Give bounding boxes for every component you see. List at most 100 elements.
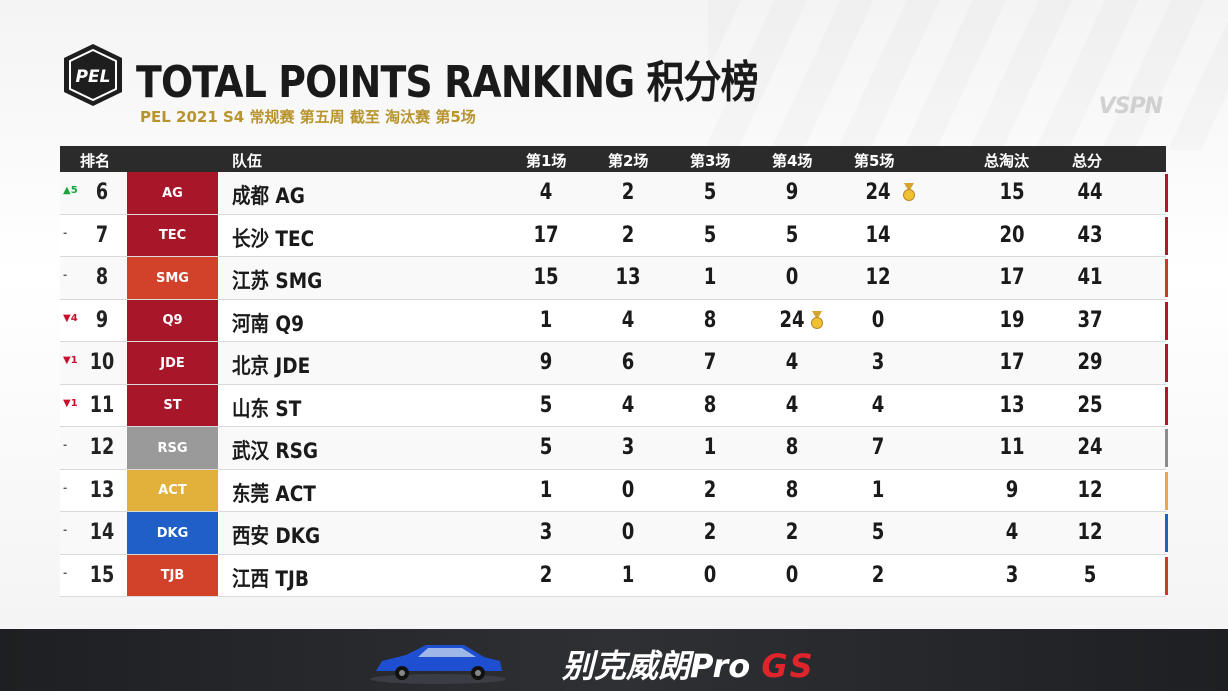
- rank-number: 11: [89, 392, 115, 418]
- score-m5: 12: [865, 265, 891, 290]
- col-m2: 第2场: [608, 152, 649, 170]
- table-row: - 12 RSG 武汉 RSG 5 3 1 8 7 11 24: [60, 427, 1168, 470]
- gold-medal-icon: [811, 310, 823, 329]
- score-m5: 3: [871, 350, 885, 375]
- score-m2: 4: [621, 307, 635, 333]
- rank-number: 12: [89, 435, 115, 460]
- score-m5: 5: [871, 520, 885, 545]
- team-logo-icon: AG: [127, 172, 218, 214]
- sponsor-gs: GS: [761, 647, 815, 685]
- score-m1: 15: [533, 265, 559, 290]
- table-header: 排名 队伍 第1场 第2场 第3场 第4场 第5场 总淘汰 总分: [60, 146, 1166, 172]
- score-m2: 0: [621, 477, 635, 503]
- score-m3: 1: [703, 265, 717, 290]
- team-logo-icon: ACT: [127, 469, 218, 512]
- score-total: 37: [1077, 307, 1103, 333]
- team-name: 武汉 RSG: [232, 439, 319, 463]
- sponsor-text: 别克威朗Pro GS: [562, 641, 815, 687]
- row-divider: [60, 468, 1166, 470]
- row-accent-bar: [1165, 259, 1168, 297]
- score-m3: 8: [703, 392, 717, 418]
- score-m2: 2: [621, 180, 635, 205]
- score-m1: 1: [539, 307, 553, 333]
- col-team: 队伍: [232, 152, 263, 170]
- score-m4: 9: [785, 180, 799, 205]
- team-logo-icon: Q9: [127, 299, 218, 342]
- score-m2: 3: [621, 435, 635, 460]
- table-row: - 14 DKG 西安 DKG 3 0 2 2 5 4 12: [60, 512, 1168, 555]
- score-m5: 4: [871, 392, 885, 418]
- rank-number: 7: [95, 222, 109, 248]
- row-divider: [60, 511, 1166, 512]
- score-m3: 5: [703, 180, 717, 205]
- score-m3: 0: [703, 562, 717, 588]
- table-row: - 15 TJB 江西 TJB 2 1 0 0 2 3 5: [60, 554, 1168, 597]
- score-m4: 24: [779, 307, 805, 333]
- score-total: 12: [1077, 477, 1103, 503]
- row-accent-bar: [1165, 556, 1168, 595]
- score-m5: 7: [871, 435, 885, 460]
- team-name: 长沙 TEC: [232, 226, 315, 251]
- row-divider: [60, 553, 1166, 555]
- table-row: ▲5 6 AG 成都 AG 4 2 5 9 24 15 44: [60, 172, 1168, 215]
- score-total: 41: [1077, 265, 1103, 290]
- score-kills: 20: [999, 222, 1025, 248]
- rank-number: 6: [95, 180, 109, 205]
- score-total: 43: [1077, 222, 1103, 248]
- team-logo-icon: RSG: [127, 427, 218, 469]
- score-kills: 15: [999, 180, 1025, 205]
- team-name: 江苏 SMG: [232, 269, 323, 293]
- row-divider: [60, 596, 1166, 597]
- row-divider: [60, 426, 1166, 427]
- score-kills: 17: [999, 265, 1025, 290]
- team-logo-icon: TJB: [127, 554, 218, 597]
- rank-number: 9: [95, 307, 109, 333]
- team-name: 北京 JDE: [232, 354, 311, 378]
- rank-number: 15: [89, 562, 115, 588]
- rank-number: 13: [89, 477, 115, 503]
- team-logo-icon: SMG: [127, 257, 218, 299]
- team-name: 河南 Q9: [232, 311, 304, 336]
- team-name: 东莞 ACT: [232, 481, 316, 506]
- score-m4: 4: [785, 392, 799, 418]
- team-logo-icon: JDE: [127, 342, 218, 384]
- score-m3: 2: [703, 520, 717, 545]
- score-m4: 5: [785, 222, 799, 248]
- score-m1: 1: [539, 477, 553, 503]
- rank-number: 8: [95, 265, 109, 290]
- rank-change: -: [63, 482, 68, 494]
- score-m1: 9: [539, 350, 553, 375]
- table-body: ▲5 6 AG 成都 AG 4 2 5 9 24 15 44-7 TEC 长沙 TEC 17 2 5 5 14 20…: [60, 172, 1168, 597]
- score-m4: 8: [785, 435, 799, 460]
- score-m3: 1: [703, 435, 717, 460]
- score-m1: 5: [539, 392, 553, 418]
- row-divider: [60, 256, 1166, 257]
- team-name: 山东 ST: [232, 396, 302, 421]
- score-m5: 1: [871, 477, 885, 503]
- score-m2: 1: [621, 562, 635, 588]
- col-m1: 第1场: [526, 152, 567, 170]
- row-accent-bar: [1165, 344, 1168, 382]
- rank-change: -: [63, 567, 68, 579]
- score-m3: 5: [703, 222, 717, 248]
- score-m3: 2: [703, 477, 717, 503]
- score-m4: 4: [785, 350, 799, 375]
- score-total: 24: [1077, 435, 1103, 460]
- rank-change: -: [63, 227, 68, 239]
- score-m3: 7: [703, 350, 717, 375]
- score-m1: 5: [539, 435, 553, 460]
- page-title: TOTAL POINTS RANKING 积分榜: [136, 57, 758, 108]
- score-m5: 24: [865, 180, 891, 205]
- pel-logo-icon: PEL: [64, 44, 122, 106]
- table-row: - 13 ACT 东莞 ACT 1 0 2 8 1 9 12: [60, 469, 1168, 512]
- rank-change: ▼1: [63, 355, 78, 366]
- team-name: 西安 DKG: [232, 524, 321, 548]
- rank-change: -: [63, 270, 68, 281]
- col-m3: 第3场: [690, 152, 731, 170]
- table-row: ▼1 11 ST 山东 ST 5 4 8 4 4 13 25: [60, 384, 1168, 427]
- score-total: 5: [1083, 562, 1097, 588]
- rank-change: -: [63, 525, 68, 536]
- score-total: 29: [1077, 350, 1103, 375]
- vspn-watermark: VSPN: [1098, 94, 1163, 119]
- score-kills: 4: [1005, 520, 1019, 545]
